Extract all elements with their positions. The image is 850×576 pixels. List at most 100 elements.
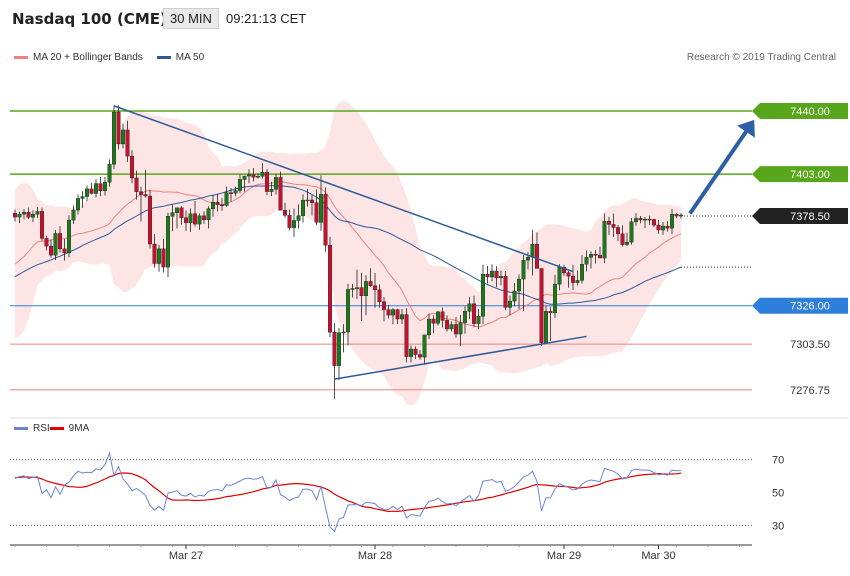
candle-body — [233, 190, 238, 194]
candle-body — [499, 276, 504, 279]
candle-body — [679, 214, 684, 217]
candle — [427, 313, 432, 339]
candle-body — [463, 311, 468, 323]
candle — [75, 194, 80, 215]
candle — [611, 213, 616, 237]
candle — [310, 194, 315, 216]
candle-body — [575, 280, 580, 283]
candle-body — [535, 244, 540, 269]
candle-body — [611, 224, 616, 228]
candle-body — [656, 224, 661, 231]
candle-body — [170, 212, 175, 217]
rsi-legend-label: RSI — [33, 423, 50, 434]
candle — [661, 222, 666, 235]
candle-body — [580, 263, 585, 281]
candle-body — [12, 213, 17, 218]
timeframe-badge[interactable]: 30 MIN — [163, 8, 219, 29]
candle — [454, 316, 459, 338]
candle — [395, 308, 400, 325]
price-label-r2: 7440.00 — [752, 102, 848, 119]
candle-body — [566, 272, 571, 277]
candle — [40, 207, 45, 241]
candle — [652, 218, 657, 228]
candle-body — [53, 233, 58, 256]
candle-body — [251, 174, 256, 178]
candle-body — [125, 129, 130, 157]
candle-body — [521, 260, 526, 280]
candle — [337, 328, 342, 380]
candle — [476, 308, 481, 330]
candle — [445, 315, 450, 332]
ma50-legend-label: MA 50 — [175, 52, 205, 63]
candle — [197, 213, 202, 230]
candle-body — [129, 155, 134, 179]
candle — [66, 215, 71, 258]
trendline-2 — [334, 335, 587, 380]
candle-body — [111, 111, 116, 165]
candle — [472, 295, 477, 328]
candle-body — [102, 182, 107, 191]
candle-body — [625, 241, 630, 245]
candle — [287, 209, 292, 231]
candle-body — [197, 215, 202, 225]
candle — [571, 264, 576, 291]
candle — [575, 270, 580, 286]
rsi-tick-label: 30 — [772, 520, 784, 532]
candle-body — [436, 311, 441, 324]
candle — [665, 221, 670, 232]
candle-body — [422, 334, 427, 358]
candle-body — [400, 314, 405, 320]
candle — [634, 213, 639, 226]
candle-body — [395, 309, 400, 320]
candle-body — [296, 215, 301, 221]
rsi-legend: RSI 9MA — [14, 423, 89, 434]
candle — [274, 173, 279, 195]
candle-body — [301, 199, 306, 217]
candle-body — [647, 218, 652, 221]
candle — [319, 175, 324, 231]
candle — [111, 105, 116, 170]
candle — [215, 193, 220, 212]
candle — [647, 215, 652, 225]
candle — [256, 173, 261, 179]
candle-body — [445, 320, 450, 330]
candle-body — [219, 204, 224, 206]
candle-body — [634, 218, 639, 223]
candle-body — [165, 215, 170, 268]
rsi-swatch-icon — [14, 427, 28, 430]
rsi-line — [14, 451, 682, 533]
candle — [625, 232, 630, 247]
candle — [400, 308, 405, 324]
candle — [368, 268, 373, 287]
candle — [413, 346, 418, 359]
candle-body — [607, 220, 612, 225]
candle-body — [512, 290, 517, 302]
candle-body — [553, 283, 558, 313]
ma50-line — [14, 185, 682, 305]
candle-body — [98, 183, 103, 191]
candle — [206, 206, 211, 229]
candle-body — [391, 309, 396, 316]
candle — [31, 210, 36, 223]
candle — [386, 305, 391, 319]
candle-body — [147, 195, 152, 245]
candle — [467, 297, 472, 319]
candle — [296, 204, 301, 229]
candle — [53, 229, 58, 261]
price-label-r1: 7403.00 — [752, 166, 848, 183]
candle — [305, 188, 310, 207]
candle — [431, 315, 436, 334]
candle — [192, 200, 197, 227]
candle-body — [332, 331, 337, 366]
candle — [107, 159, 112, 187]
candle-body — [341, 331, 346, 334]
candle-body — [346, 289, 351, 333]
candle — [539, 268, 544, 346]
candle — [418, 350, 423, 360]
candle — [355, 269, 360, 299]
candle-body — [265, 172, 270, 192]
candle-body — [643, 218, 648, 221]
candle — [80, 191, 85, 208]
candle — [292, 208, 297, 237]
